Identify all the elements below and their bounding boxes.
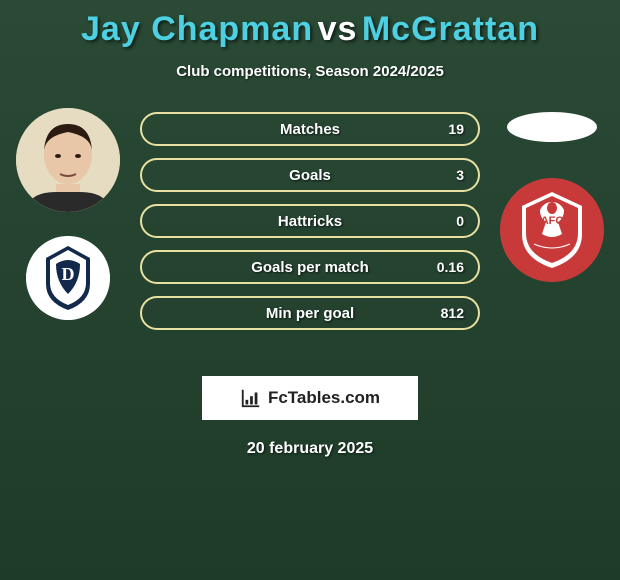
stats-column: Matches 19 Goals 3 Hattricks 0 Goals per… xyxy=(140,112,480,342)
stat-label: Min per goal xyxy=(142,305,478,322)
vs-text: vs xyxy=(318,10,358,48)
brand-text: FcTables.com xyxy=(268,388,380,408)
player2-name: McGrattan xyxy=(362,10,539,48)
player1-club-badge: D xyxy=(26,236,110,320)
stat-row-goals-per-match: Goals per match 0.16 xyxy=(140,250,480,284)
club-badge-left-icon: D xyxy=(26,236,110,320)
player1-avatar-icon xyxy=(16,108,120,212)
player2-column: AFC xyxy=(492,108,612,282)
svg-text:D: D xyxy=(62,264,75,284)
stat-label: Goals xyxy=(142,167,478,184)
date-text: 20 february 2025 xyxy=(0,440,620,458)
stat-row-hattricks: Hattricks 0 xyxy=(140,204,480,238)
stat-row-min-per-goal: Min per goal 812 xyxy=(140,296,480,330)
brand-box[interactable]: FcTables.com xyxy=(202,376,418,420)
player2-photo xyxy=(507,112,597,142)
stat-right-value: 812 xyxy=(441,305,464,321)
comparison-body: D Matches 19 Goals 3 Hattricks 0 Goals p… xyxy=(0,108,620,368)
stat-label: Hattricks xyxy=(142,213,478,230)
stat-right-value: 19 xyxy=(448,121,464,137)
svg-text:AFC: AFC xyxy=(541,215,564,227)
stat-label: Goals per match xyxy=(142,259,478,276)
stat-label: Matches xyxy=(142,121,478,138)
stat-row-goals: Goals 3 xyxy=(140,158,480,192)
stat-right-value: 3 xyxy=(456,167,464,183)
stat-right-value: 0.16 xyxy=(437,259,464,275)
player1-column: D xyxy=(8,108,128,320)
subtitle: Club competitions, Season 2024/2025 xyxy=(0,63,620,80)
player1-photo xyxy=(16,108,120,212)
stat-right-value: 0 xyxy=(456,213,464,229)
chart-icon xyxy=(240,387,262,409)
player1-name: Jay Chapman xyxy=(81,10,313,48)
player2-club-badge: AFC xyxy=(500,178,604,282)
stat-row-matches: Matches 19 xyxy=(140,112,480,146)
club-badge-right-icon: AFC xyxy=(506,184,598,276)
comparison-title: Jay Chapman vs McGrattan xyxy=(0,0,620,49)
